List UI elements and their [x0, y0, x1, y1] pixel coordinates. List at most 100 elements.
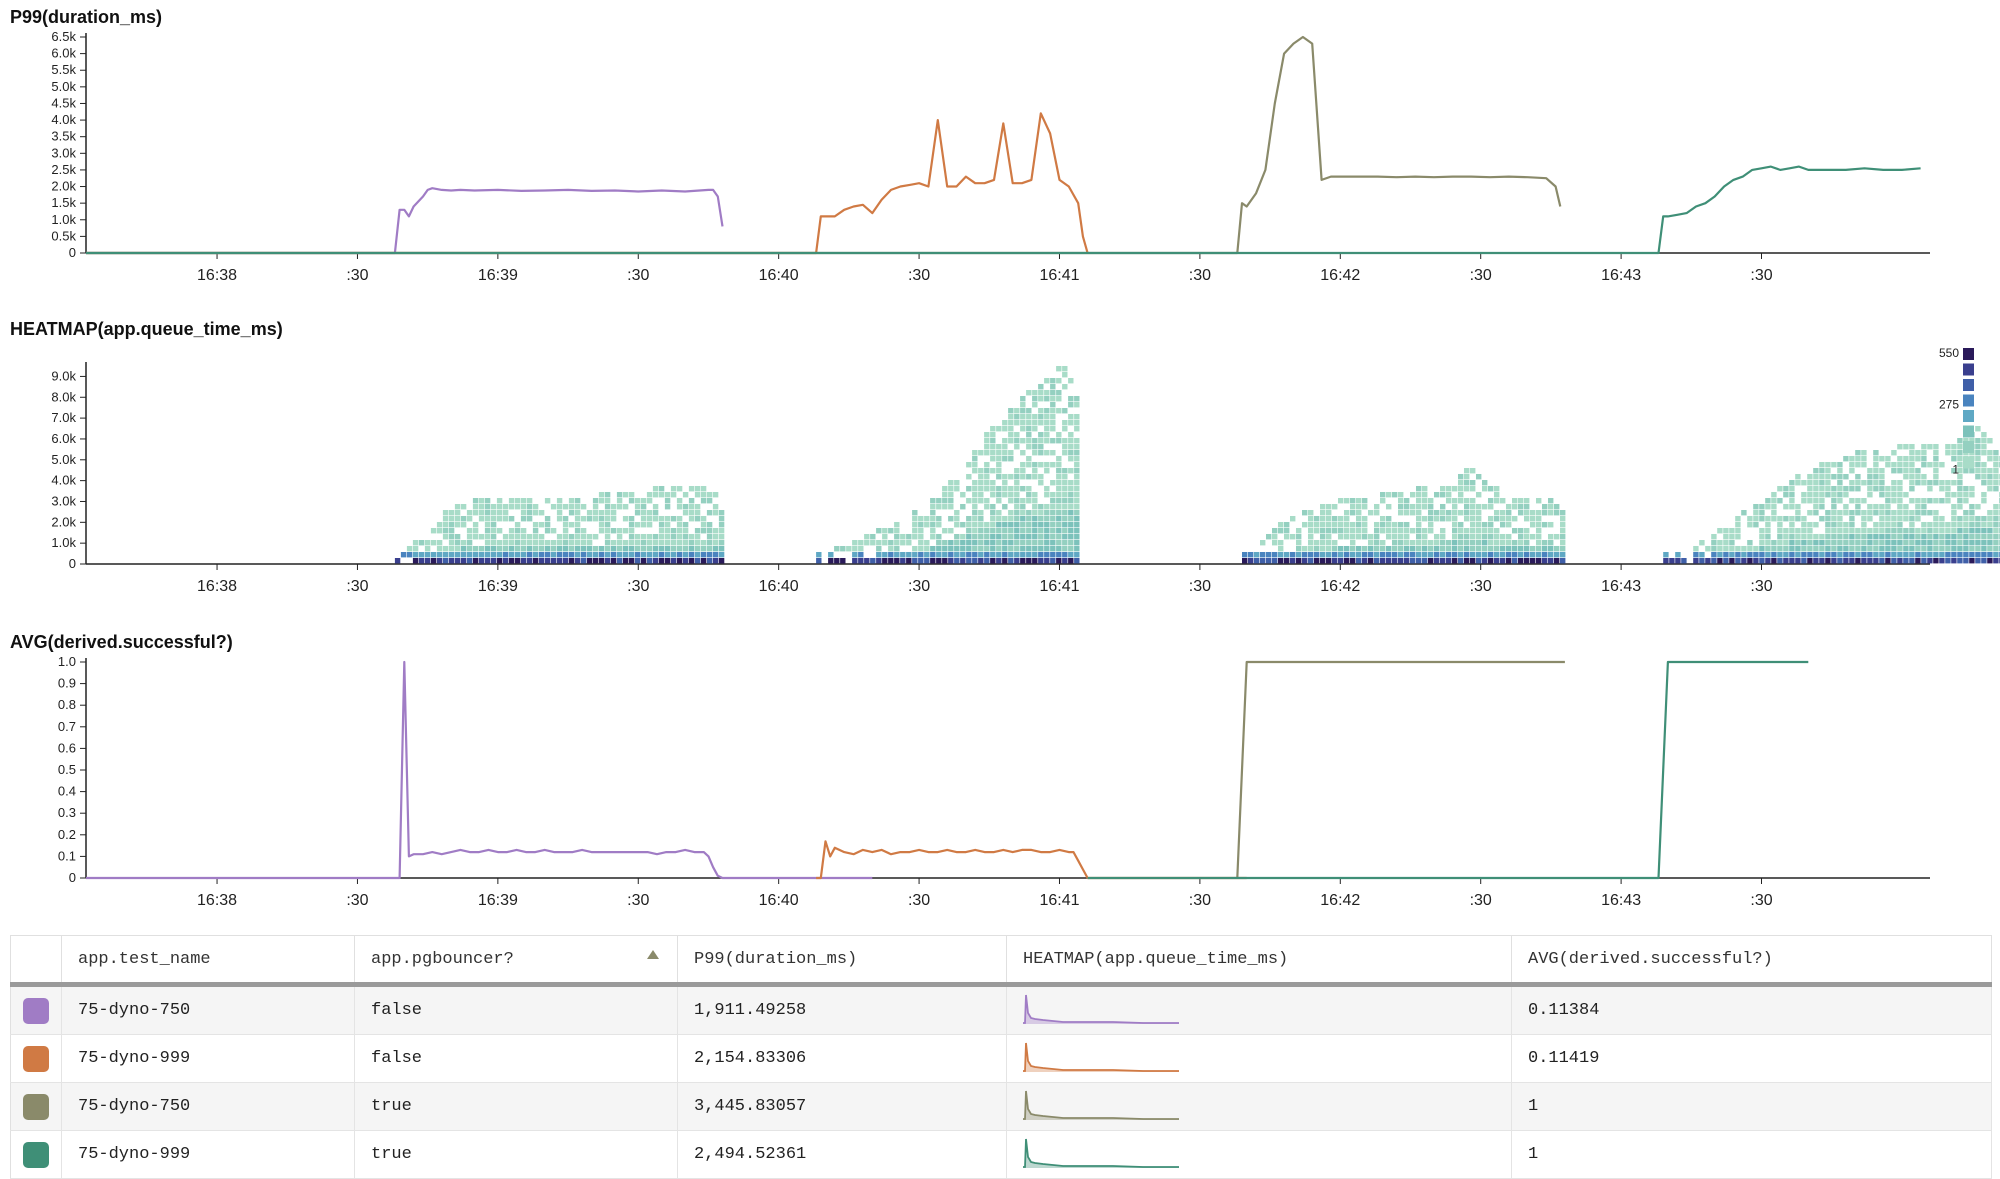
table-row[interactable]: 75-dyno-750 true 3,445.83057 1 — [10, 1082, 1992, 1131]
heatmap-cell — [1452, 516, 1458, 522]
table-header-pgbouncer[interactable]: app.pgbouncer? — [354, 935, 678, 987]
table-row[interactable]: 75-dyno-750 false 1,911.49258 0.11384 — [10, 984, 1992, 1035]
x-tick-label: :30 — [1750, 267, 1772, 284]
heatmap-cell — [1494, 510, 1500, 516]
heatmap-cell — [1308, 552, 1314, 558]
table-row[interactable]: 75-dyno-999 false 2,154.83306 0.11419 — [10, 1034, 1992, 1083]
heatmap-cell — [1795, 546, 1801, 552]
heatmap-cell — [670, 546, 677, 552]
heatmap-cell — [1849, 468, 1855, 474]
heatmap-cell — [948, 486, 954, 492]
heatmap-cell — [966, 522, 972, 528]
table-header-heatmap[interactable]: HEATMAP(app.queue_time_ms) — [1006, 935, 1512, 987]
y-tick-label: 8.0k — [51, 389, 76, 404]
heatmap-cell — [900, 552, 906, 558]
heatmap-cell — [550, 552, 557, 558]
heatmap-chart[interactable]: 01.0k2.0k3.0k4.0k5.0k6.0k7.0k8.0k9.0k16:… — [0, 312, 2000, 612]
table-header-test-name[interactable]: app.test_name — [61, 935, 355, 987]
heatmap-cell — [1356, 528, 1362, 534]
series-line-3[interactable] — [86, 165, 1921, 255]
table-header-p99[interactable]: P99(duration_ms) — [677, 935, 1007, 987]
heatmap-cell — [1272, 552, 1278, 558]
heatmap-legend-swatch — [1963, 425, 1974, 438]
heatmap-cell — [1771, 540, 1777, 546]
heatmap-cell — [1476, 552, 1482, 558]
heatmap-cell — [1873, 528, 1879, 534]
heatmap-cell — [604, 510, 611, 516]
heatmap-cell — [1050, 528, 1056, 534]
table-header-avg[interactable]: AVG(derived.successful?) — [1511, 935, 1992, 987]
heatmap-cell — [1512, 546, 1518, 552]
p99-chart[interactable]: 00.5k1.0k1.5k2.0k2.5k3.0k3.5k4.0k4.5k5.0… — [0, 0, 2000, 300]
series-line-0[interactable] — [86, 187, 724, 255]
heatmap-cell — [1879, 510, 1885, 516]
series-color-swatch[interactable] — [23, 1045, 49, 1072]
heatmap-cell — [972, 498, 978, 504]
heatmap-burst-1[interactable] — [816, 366, 1080, 564]
heatmap-cell — [592, 534, 599, 540]
heatmap-cell — [1903, 534, 1909, 540]
heatmap-cell — [1050, 378, 1056, 384]
heatmap-cell — [972, 558, 978, 564]
heatmap-cell — [1470, 510, 1476, 516]
heatmap-cell — [1783, 534, 1789, 540]
series-line-1[interactable] — [86, 112, 1089, 255]
series-line-0[interactable] — [86, 660, 873, 880]
heatmap-cell — [1254, 558, 1260, 564]
x-tick-label: 16:42 — [1320, 267, 1360, 284]
heatmap-cell — [682, 528, 689, 534]
heatmap-cell — [1711, 534, 1717, 540]
series-line-2[interactable] — [86, 35, 1562, 255]
heatmap-burst-3[interactable] — [1663, 426, 2000, 564]
heatmap-cell — [1044, 438, 1050, 444]
heatmap-cell — [1518, 552, 1524, 558]
heatmap-cell — [1398, 522, 1404, 528]
heatmap-cell — [1476, 540, 1482, 546]
heatmap-cell — [1320, 522, 1326, 528]
heatmap-cell — [978, 468, 984, 474]
heatmap-cell — [1891, 450, 1897, 456]
heatmap-cell — [1813, 504, 1819, 510]
heatmap-cell — [1020, 450, 1026, 456]
heatmap-cell — [1020, 558, 1026, 564]
y-tick-label: 3.5k — [51, 129, 76, 144]
heatmap-cell — [984, 540, 990, 546]
heatmap-cell — [568, 552, 575, 558]
heatmap-cell — [1464, 546, 1470, 552]
heatmap-cell — [1074, 546, 1080, 552]
heatmap-cell — [1807, 492, 1813, 498]
heatmap-cell — [1434, 540, 1440, 546]
heatmap-cell — [1969, 534, 1975, 540]
series-line-3[interactable] — [1087, 660, 1809, 880]
heatmap-cell — [496, 540, 503, 546]
table-row[interactable]: 75-dyno-999 true 2,494.52361 1 — [10, 1130, 1992, 1179]
heatmap-cell — [960, 522, 966, 528]
heatmap-cell — [448, 558, 455, 564]
series-color-swatch[interactable] — [23, 1093, 49, 1120]
heatmap-burst-2[interactable] — [1242, 468, 1566, 564]
heatmap-cell — [1963, 498, 1969, 504]
heatmap-cell — [1963, 534, 1969, 540]
heatmap-burst-0[interactable] — [394, 486, 725, 564]
series-color-swatch[interactable] — [23, 1141, 49, 1168]
sort-ascending-icon[interactable] — [647, 950, 659, 959]
heatmap-cell — [670, 558, 677, 564]
heatmap-cell — [1957, 462, 1963, 468]
heatmap-cell — [1062, 552, 1068, 558]
heatmap-cell — [1542, 558, 1548, 564]
heatmap-cell — [942, 546, 948, 552]
series-line-2[interactable] — [1236, 660, 1565, 879]
heatmap-cell — [816, 558, 822, 564]
heatmap-cell — [1386, 558, 1392, 564]
heatmap-cell — [1344, 546, 1350, 552]
series-color-swatch[interactable] — [23, 997, 49, 1024]
heatmap-cell — [1825, 474, 1831, 480]
x-tick-label: 16:40 — [759, 892, 799, 909]
heatmap-cell — [972, 510, 978, 516]
heatmap-cell — [1326, 540, 1332, 546]
series-line-1[interactable] — [816, 840, 1247, 880]
heatmap-cell — [514, 528, 521, 534]
avg-chart[interactable]: 00.10.20.30.40.50.60.70.80.91.016:38:30 1… — [0, 625, 2000, 925]
heatmap-cell — [1002, 504, 1008, 510]
heatmap-cell — [1038, 384, 1044, 390]
